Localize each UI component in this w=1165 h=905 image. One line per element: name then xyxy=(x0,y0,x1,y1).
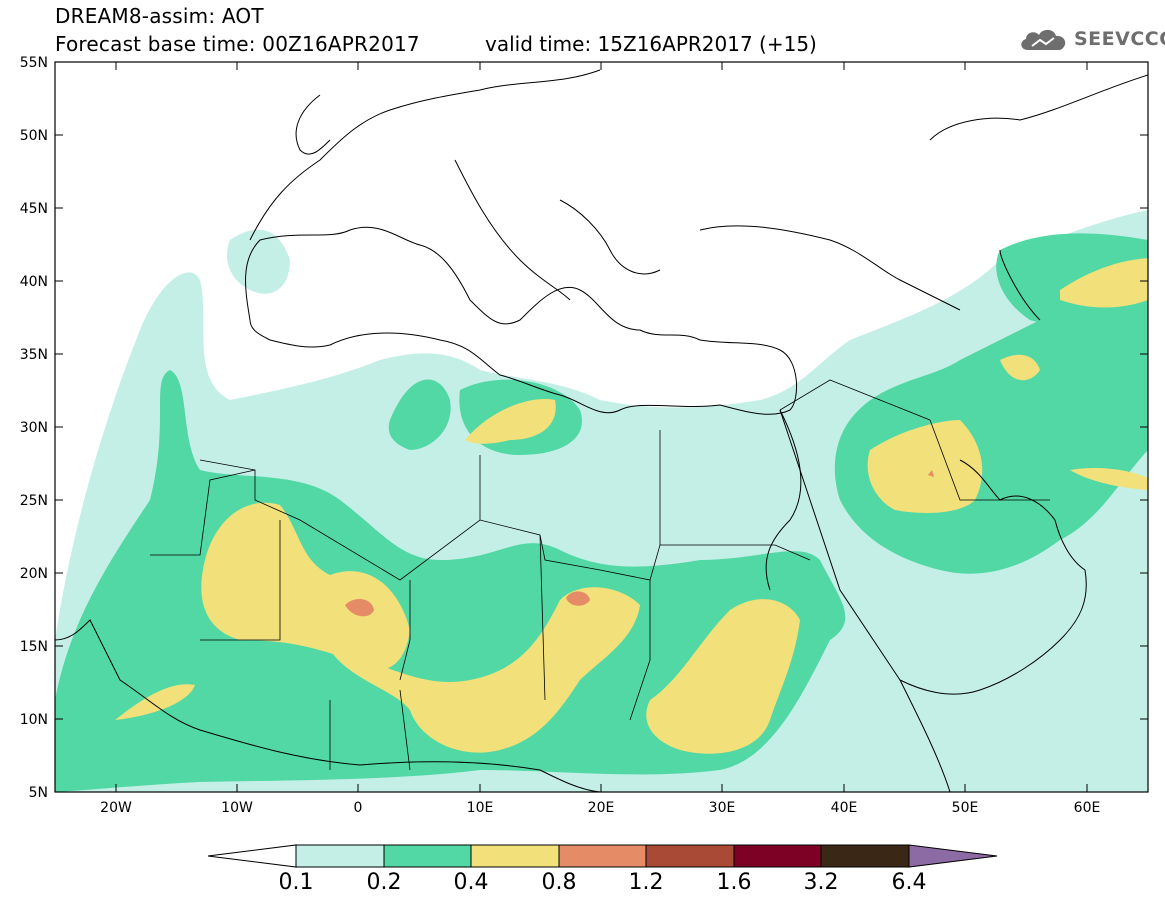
logo-text: SEEVCCC xyxy=(1074,28,1165,50)
lat-label: 20N xyxy=(20,566,48,582)
lat-label: 25N xyxy=(20,493,48,509)
lon-axis: 20W 10W 0 10E 20E 30E 40E 50E 60E xyxy=(100,800,1100,816)
lon-label: 60E xyxy=(1074,800,1101,816)
aot-level-0.4 xyxy=(115,258,1148,754)
lat-label: 35N xyxy=(20,347,48,363)
lat-label: 30N xyxy=(20,420,48,436)
lat-label: 50N xyxy=(20,128,48,144)
colorbar-label: 6.4 xyxy=(891,870,927,895)
colorbar-swatch xyxy=(820,844,910,868)
lat-label: 40N xyxy=(20,274,48,290)
colorbar-swatch xyxy=(383,844,472,868)
colorbar-swatch xyxy=(645,844,735,868)
colorbar-label: 3.2 xyxy=(803,870,839,895)
lat-label: 10N xyxy=(20,712,48,728)
colorbar-low-arrow xyxy=(207,844,297,868)
lon-label: 10E xyxy=(467,800,494,816)
colorbar-high-arrow xyxy=(908,844,998,868)
aot-contours xyxy=(55,210,1148,792)
coastlines xyxy=(55,69,1148,792)
lon-label: 20E xyxy=(588,800,615,816)
colorbar-label: 1.2 xyxy=(628,870,664,895)
tick-marks xyxy=(55,61,1148,792)
valid-time: valid time: 15Z16APR2017 (+15) xyxy=(485,32,817,56)
lat-axis: 55N 50N 45N 40N 35N 30N 25N 20N 15N 10N … xyxy=(20,55,48,801)
lon-label: 0 xyxy=(354,800,363,816)
colorbar-label: 0.8 xyxy=(541,870,577,895)
colorbar-swatch xyxy=(558,844,647,868)
colorbar xyxy=(207,844,998,868)
colorbar-swatch xyxy=(470,844,560,868)
aot-level-0.8 xyxy=(345,470,934,617)
forecast-base-time: Forecast base time: 00Z16APR2017 xyxy=(55,32,420,56)
lat-label: 5N xyxy=(29,785,48,801)
seevccc-logo: SEEVCCC xyxy=(1018,26,1165,52)
cloud-icon xyxy=(1021,29,1066,50)
lon-label: 30E xyxy=(709,800,736,816)
lat-label: 55N xyxy=(20,55,48,71)
colorbar-label: 0.2 xyxy=(366,870,402,895)
colorbar-swatch xyxy=(733,844,822,868)
lon-label: 10W xyxy=(221,800,253,816)
lat-label: 15N xyxy=(20,639,48,655)
colorbar-label: 1.6 xyxy=(716,870,752,895)
colorbar-swatch xyxy=(295,844,385,868)
colorbar-label: 0.1 xyxy=(278,870,314,895)
lon-label: 20W xyxy=(100,800,132,816)
lat-label: 45N xyxy=(20,201,48,217)
borders xyxy=(150,379,1050,771)
colorbar-label: 0.4 xyxy=(453,870,489,895)
lon-label: 40E xyxy=(831,800,858,816)
map-title: DREAM8-assim: AOT xyxy=(55,4,264,28)
lon-label: 50E xyxy=(952,800,979,816)
